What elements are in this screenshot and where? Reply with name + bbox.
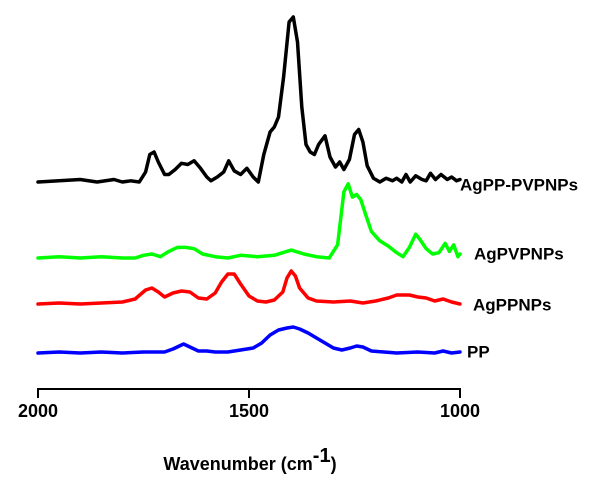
series-line-agppnps: [36, 269, 462, 306]
x-tick-label-2000: 2000: [18, 401, 58, 421]
series-label-pp: PP: [467, 342, 490, 361]
series-line-pp: [36, 325, 462, 355]
x-tick-label-1000: 1000: [440, 401, 480, 421]
series-line-agpp-pvpnps: [36, 15, 462, 184]
x-tick-label-1500: 1500: [229, 401, 269, 421]
series-label-agpp-pvpnps: AgPP-PVPNPs: [460, 175, 578, 194]
x-axis-label: Wavenumber (cm-1): [163, 445, 336, 474]
x-tick-layer: 2000 1500 1000: [18, 389, 480, 421]
x-axis-label-close: ): [331, 454, 337, 474]
series-label-agppnps: AgPPNPs: [473, 295, 551, 314]
series-layer: [36, 15, 462, 355]
x-axis-label-superscript: -1: [313, 445, 331, 467]
series-label-agpvpnps: AgPVPNPs: [474, 244, 564, 263]
series-line-agpvpnps: [36, 182, 462, 260]
x-axis-label-main: Wavenumber (cm: [163, 454, 312, 474]
series-label-layer: PP AgPPNPs AgPVPNPs AgPP-PVPNPs: [460, 175, 578, 361]
